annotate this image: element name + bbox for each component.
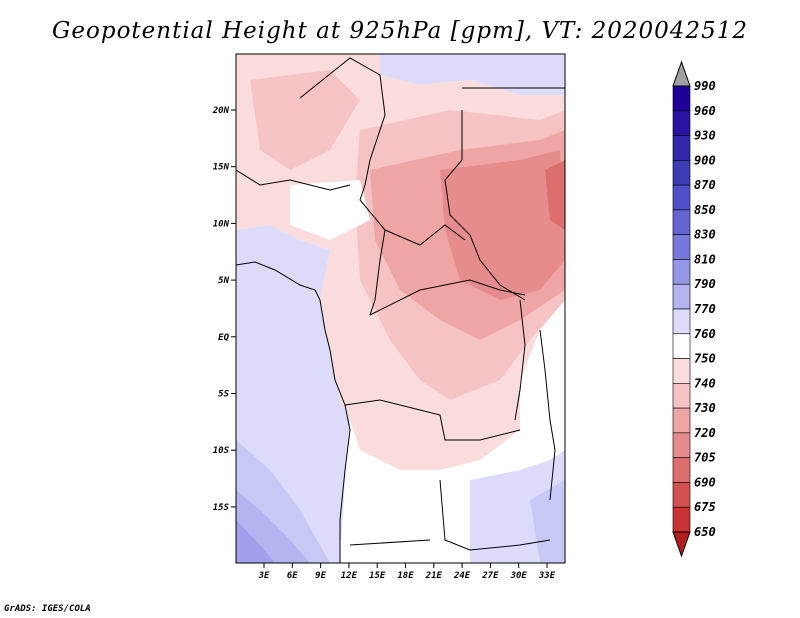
lon-label: 15E <box>369 571 386 581</box>
colorbar-label: 960 <box>694 104 716 118</box>
colorbar-swatch <box>672 358 691 384</box>
lon-label: 12E <box>341 571 358 581</box>
colorbar-label: 830 <box>694 228 716 242</box>
lat-label: EQ <box>218 333 229 343</box>
colorbar-bottom-arrow <box>672 531 691 558</box>
colorbar-label: 705 <box>694 451 716 465</box>
lon-label: 9E <box>315 571 326 581</box>
lat-label: 5S <box>218 390 229 400</box>
colorbar-swatch <box>672 308 691 335</box>
colorbar-label: 720 <box>694 426 716 440</box>
longitude-axis: 3E 6E 9E 12E 15E 18E 21E 24E 27E 30E 33E <box>258 563 556 581</box>
colorbar-swatch <box>672 407 691 434</box>
country-borders <box>236 57 565 563</box>
colorbar-swatch <box>672 333 691 359</box>
colorbar-swatch <box>672 110 691 136</box>
colorbar-label: 770 <box>694 302 716 316</box>
lat-label: 20N <box>212 106 230 116</box>
colorbar-label: 650 <box>694 525 716 539</box>
colorbar-top-arrow <box>672 60 691 87</box>
colorbar-label: 730 <box>694 401 716 415</box>
lon-label: 30E <box>510 571 528 581</box>
colorbar-label: 930 <box>694 129 716 143</box>
geopotential-field <box>236 54 565 563</box>
lat-label: 5N <box>218 276 229 286</box>
colorbar-swatch <box>672 432 691 458</box>
colorbar-swatch <box>672 482 691 508</box>
lon-label: 21E <box>425 571 443 581</box>
colorbar-swatch <box>672 383 691 409</box>
lon-label: 27E <box>481 571 499 581</box>
lon-label: 18E <box>397 571 414 581</box>
colorbar-label: 900 <box>694 153 716 167</box>
grads-credit: GrADS: IGES/COLA <box>4 604 91 614</box>
colorbar-label: 790 <box>694 277 716 291</box>
colorbar-label: 810 <box>694 252 716 266</box>
colorbar-swatch <box>672 283 691 310</box>
lon-label: 24E <box>453 571 471 581</box>
colorbar: 990 960 930 900 870 850 830 810 790 770 760 750 740 7… <box>672 60 716 558</box>
colorbar-swatch <box>672 259 691 285</box>
colorbar-swatch <box>672 85 691 112</box>
colorbar-label: 675 <box>694 500 716 514</box>
colorbar-swatch <box>672 184 691 211</box>
colorbar-swatch <box>672 234 691 260</box>
colorbar-swatch <box>672 506 691 533</box>
colorbar-label: 870 <box>694 178 716 192</box>
colorbar-label: 690 <box>694 475 716 489</box>
lon-label: 6E <box>287 571 298 581</box>
colorbar-swatch <box>672 457 691 483</box>
lon-label: 33E <box>538 571 556 581</box>
lat-label: 10S <box>213 446 230 456</box>
colorbar-label: 990 <box>694 79 716 93</box>
colorbar-label: 740 <box>694 376 716 390</box>
colorbar-swatch <box>672 160 691 186</box>
map-frame <box>235 53 566 564</box>
colorbar-label: 850 <box>694 203 716 217</box>
colorbar-swatch <box>672 135 691 161</box>
colorbar-label: 750 <box>694 352 716 366</box>
lon-label: 3E <box>258 571 270 581</box>
lat-label: 10N <box>213 219 230 229</box>
colorbar-swatch <box>672 209 691 235</box>
lat-label: 15S <box>213 503 230 513</box>
colorbar-label: 760 <box>694 327 716 341</box>
map-title: Geopotential Height at 925hPa [gpm], VT:… <box>52 18 748 44</box>
lat-label: 15N <box>213 163 230 173</box>
latitude-axis: 20N 15N 10N 5N EQ 5S 10S 15S <box>212 106 236 513</box>
